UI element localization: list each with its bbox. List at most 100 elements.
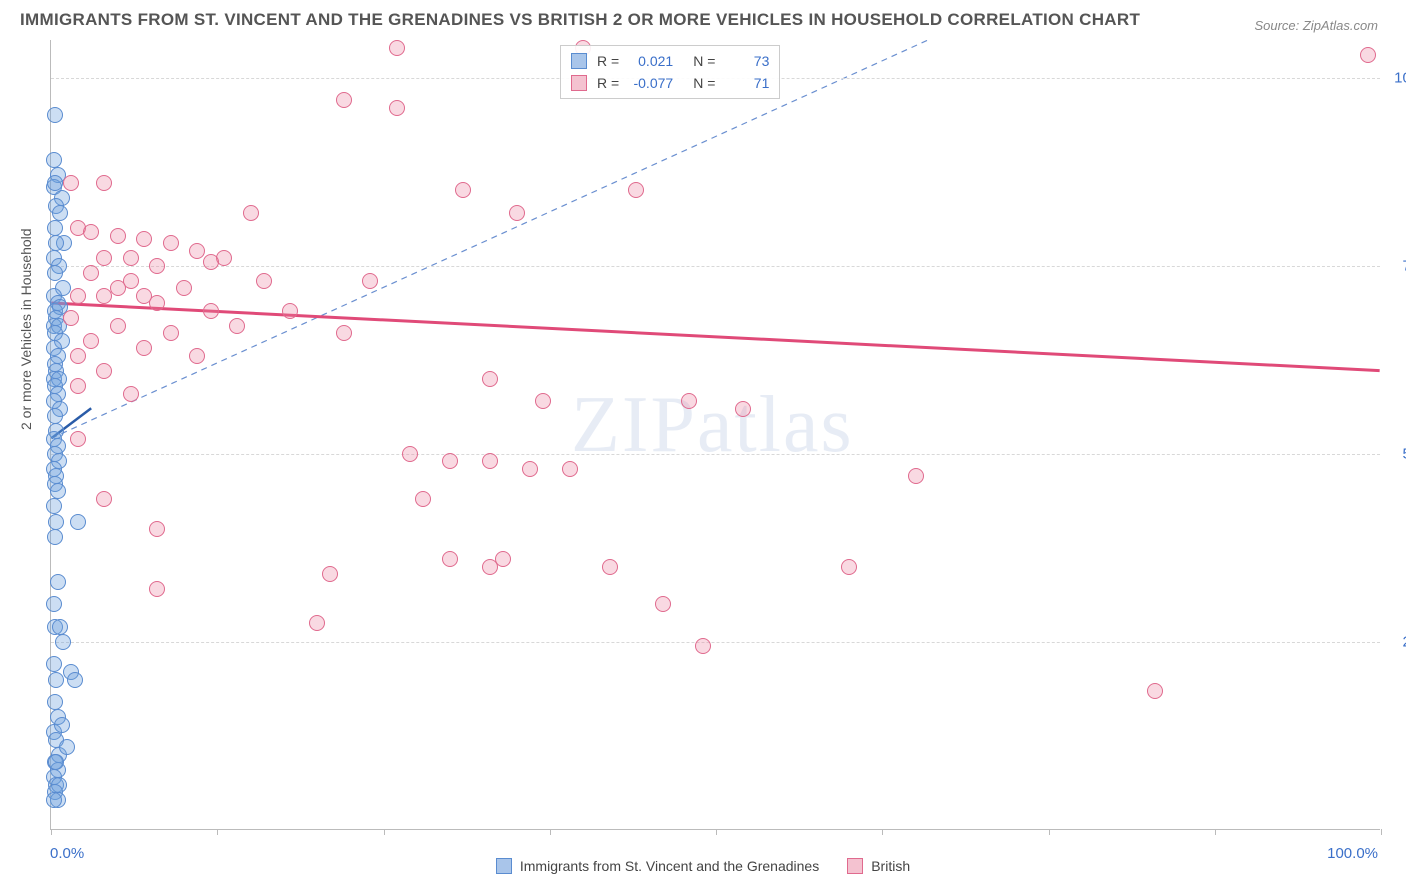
data-point <box>681 393 697 409</box>
data-point <box>442 551 458 567</box>
data-point <box>46 152 62 168</box>
data-point <box>70 378 86 394</box>
xtick-mark <box>1381 829 1382 835</box>
data-point <box>46 498 62 514</box>
data-point <box>495 551 511 567</box>
data-point <box>47 220 63 236</box>
ytick-label: 50.0% <box>1385 445 1406 462</box>
xtick-0: 0.0% <box>50 845 84 862</box>
trend-line <box>51 303 1379 371</box>
stats-legend: R =0.021N =73 R = -0.077 N = 71 <box>560 45 780 99</box>
data-point <box>628 182 644 198</box>
ytick-label: 100.0% <box>1385 69 1406 86</box>
bottom-legend-item: Immigrants from St. Vincent and the Gren… <box>496 858 819 874</box>
legend-swatch <box>847 858 863 874</box>
data-point <box>1360 47 1376 63</box>
xtick-mark <box>1049 829 1050 835</box>
data-point <box>110 280 126 296</box>
stat-r-value: -0.077 <box>625 75 673 91</box>
data-point <box>163 235 179 251</box>
xtick-mark <box>384 829 385 835</box>
data-point <box>336 92 352 108</box>
data-point <box>562 461 578 477</box>
data-point <box>48 235 64 251</box>
xtick-mark <box>882 829 883 835</box>
data-point <box>203 254 219 270</box>
chart-title: IMMIGRANTS FROM ST. VINCENT AND THE GREN… <box>20 10 1140 30</box>
stats-legend-row: R =0.021N =73 <box>571 50 769 72</box>
data-point <box>189 348 205 364</box>
stat-r-value: 0.021 <box>625 53 673 69</box>
legend-label: British <box>871 858 910 874</box>
data-point <box>256 273 272 289</box>
data-point <box>309 615 325 631</box>
data-point <box>52 205 68 221</box>
data-point <box>70 288 86 304</box>
source-label: Source: ZipAtlas.com <box>1254 18 1378 33</box>
stat-r-label: R = <box>597 75 619 91</box>
data-point <box>96 175 112 191</box>
xtick-mark <box>217 829 218 835</box>
data-point <box>54 717 70 733</box>
data-point <box>70 348 86 364</box>
data-point <box>695 638 711 654</box>
data-point <box>482 371 498 387</box>
bottom-legend: Immigrants from St. Vincent and the Gren… <box>0 858 1406 874</box>
data-point <box>841 559 857 575</box>
data-point <box>47 694 63 710</box>
data-point <box>46 792 62 808</box>
data-point <box>149 521 165 537</box>
gridline-h <box>51 454 1380 455</box>
data-point <box>655 596 671 612</box>
data-point <box>123 386 139 402</box>
data-point <box>48 672 64 688</box>
xtick-100: 100.0% <box>1327 845 1378 862</box>
data-point <box>47 265 63 281</box>
stat-n-label: N = <box>693 75 715 91</box>
y-axis-label: 2 or more Vehicles in Household <box>18 228 34 430</box>
data-point <box>96 491 112 507</box>
data-point <box>243 205 259 221</box>
data-point <box>602 559 618 575</box>
data-point <box>282 303 298 319</box>
data-point <box>63 310 79 326</box>
data-point <box>522 461 538 477</box>
watermark: ZIPatlas <box>571 380 854 471</box>
data-point <box>50 483 66 499</box>
xtick-mark <box>51 829 52 835</box>
data-point <box>735 401 751 417</box>
gridline-h <box>51 642 1380 643</box>
data-point <box>55 634 71 650</box>
data-point <box>123 250 139 266</box>
data-point <box>83 333 99 349</box>
data-point <box>455 182 471 198</box>
ytick-label: 75.0% <box>1385 257 1406 274</box>
xtick-mark <box>716 829 717 835</box>
data-point <box>96 363 112 379</box>
data-point <box>509 205 525 221</box>
data-point <box>47 107 63 123</box>
data-point <box>47 529 63 545</box>
ytick-label: 25.0% <box>1385 633 1406 650</box>
data-point <box>203 303 219 319</box>
data-point <box>136 231 152 247</box>
data-point <box>482 453 498 469</box>
data-point <box>402 446 418 462</box>
legend-swatch <box>496 858 512 874</box>
data-point <box>48 754 64 770</box>
xtick-mark <box>1215 829 1216 835</box>
gridline-h <box>51 266 1380 267</box>
stats-legend-row: R = -0.077 N = 71 <box>571 72 769 94</box>
data-point <box>336 325 352 341</box>
data-point <box>535 393 551 409</box>
data-point <box>389 40 405 56</box>
data-point <box>189 243 205 259</box>
data-point <box>83 265 99 281</box>
stat-n-value: 71 <box>721 75 769 91</box>
data-point <box>908 468 924 484</box>
data-point <box>136 340 152 356</box>
data-point <box>176 280 192 296</box>
data-point <box>415 491 431 507</box>
data-point <box>110 228 126 244</box>
data-point <box>149 258 165 274</box>
